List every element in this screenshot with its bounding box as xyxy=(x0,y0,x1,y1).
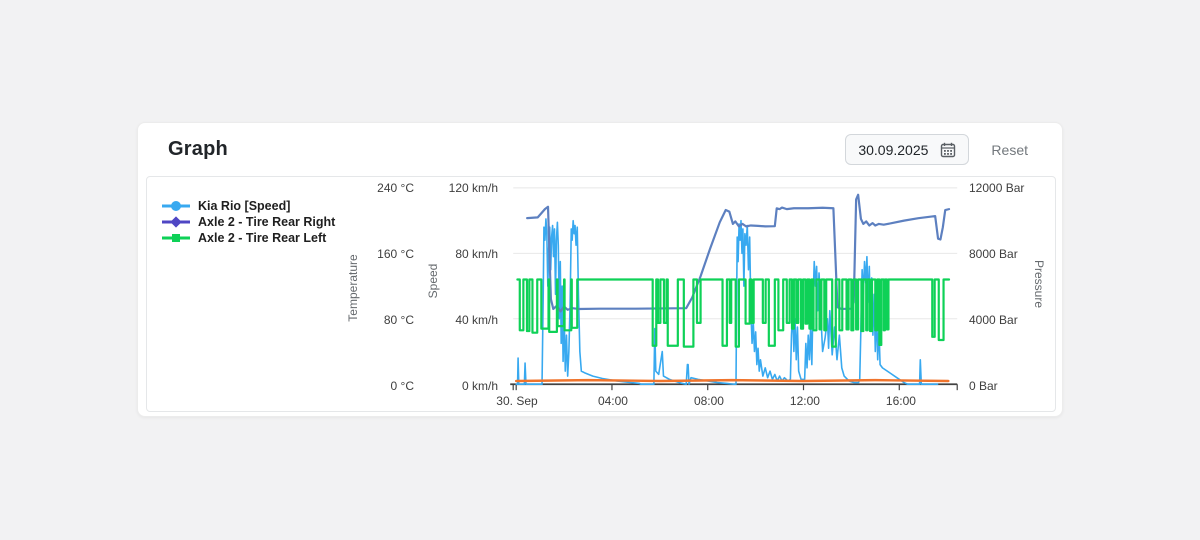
temperature-tick-label: 160 °C xyxy=(377,247,414,261)
chart-legend: Kia Rio [Speed] Axle 2 - Tire Rear Right A… xyxy=(161,198,335,246)
calendar-icon[interactable] xyxy=(940,142,956,158)
pressure-tick-label: 8000 Bar xyxy=(969,247,1018,261)
chart-plot[interactable] xyxy=(147,177,1055,411)
chart-panel: Kia Rio [Speed] Axle 2 - Tire Rear Right A… xyxy=(146,176,1056,412)
temperature-tick-label: 0 °C xyxy=(390,379,414,393)
graph-card: Graph 30.09.2025 Reset Kia Rio [Spee xyxy=(137,122,1063,417)
speed-tick-label: 0 km/h xyxy=(461,379,498,393)
page-title: Graph xyxy=(168,138,228,160)
series-temperature[interactable] xyxy=(514,378,950,383)
legend-label: Axle 2 - Tire Rear Right xyxy=(198,215,336,229)
series-pressure[interactable] xyxy=(516,278,951,348)
pressure-tick-label: 4000 Bar xyxy=(969,313,1018,327)
speed-tick-label: 120 km/h xyxy=(448,181,498,195)
square-marker-icon xyxy=(162,234,190,242)
date-value: 30.09.2025 xyxy=(858,141,929,158)
series-speed[interactable] xyxy=(515,218,939,386)
x-tick-label: 08:00 xyxy=(693,394,724,408)
speed-tick-label: 80 km/h xyxy=(455,247,498,261)
legend-label: Kia Rio [Speed] xyxy=(198,199,291,213)
temperature-tick-label: 80 °C xyxy=(383,313,414,327)
date-picker[interactable]: 30.09.2025 xyxy=(845,134,970,165)
series-pressure[interactable] xyxy=(526,193,951,313)
legend-item-0[interactable]: Kia Rio [Speed] xyxy=(161,198,335,214)
x-tick-label: 12:00 xyxy=(789,394,820,408)
temperature-axis-title: Temperature xyxy=(346,254,360,322)
header-controls: 30.09.2025 Reset xyxy=(845,134,1028,165)
x-tick-label: 30. Sep xyxy=(496,394,538,408)
temperature-tick-label: 240 °C xyxy=(377,181,414,195)
card-header: Graph 30.09.2025 Reset xyxy=(138,123,1062,176)
legend-label: Axle 2 - Tire Rear Left xyxy=(198,231,327,245)
circle-marker-icon xyxy=(162,201,190,211)
x-tick-label: 04:00 xyxy=(597,394,628,408)
pressure-tick-label: 12000 Bar xyxy=(969,181,1025,195)
reset-button[interactable]: Reset xyxy=(991,141,1028,158)
pressure-axis-title: Pressure xyxy=(1032,259,1046,309)
x-tick-label: 16:00 xyxy=(885,394,916,408)
speed-axis-title: Speed xyxy=(426,263,440,299)
legend-item-1[interactable]: Axle 2 - Tire Rear Right xyxy=(161,214,335,230)
speed-tick-label: 40 km/h xyxy=(455,313,498,327)
diamond-marker-icon xyxy=(162,216,190,228)
pressure-tick-label: 0 Bar xyxy=(969,379,998,393)
legend-item-2[interactable]: Axle 2 - Tire Rear Left xyxy=(161,230,335,246)
